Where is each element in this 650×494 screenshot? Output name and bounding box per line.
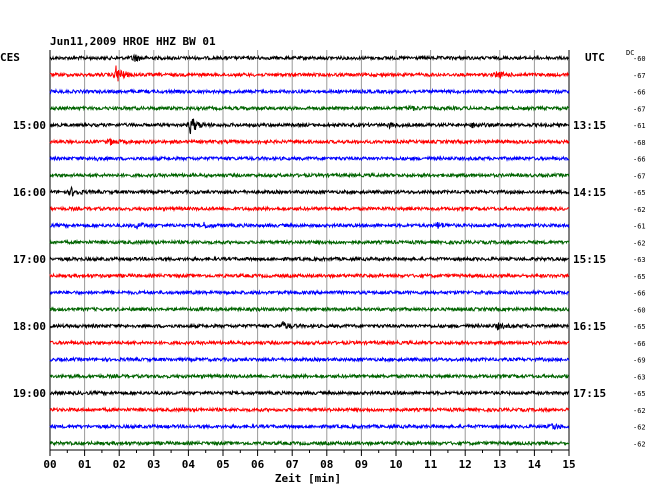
right-hour-label: 13:15 (573, 119, 606, 132)
dc-offset-16: -65 (633, 323, 646, 331)
trace-5 (49, 137, 570, 146)
x-tick-label-02: 02 (113, 458, 126, 471)
dc-offset-0: -60 (633, 55, 646, 63)
trace-22 (49, 422, 570, 430)
dc-offset-17: -66 (633, 340, 646, 348)
trace-4 (49, 118, 569, 135)
x-tick-label-14: 14 (528, 458, 542, 471)
trace-1 (49, 65, 570, 82)
x-tick-label-15: 15 (562, 458, 575, 471)
trace-10 (49, 221, 570, 230)
right-hour-label: 14:15 (573, 186, 606, 199)
dc-offset-7: -67 (633, 172, 646, 180)
x-tick-label-07: 07 (286, 458, 299, 471)
seismogram-traces (49, 53, 570, 447)
trace-18 (49, 355, 570, 363)
x-tick-label-11: 11 (424, 458, 438, 471)
trace-23 (49, 439, 570, 447)
chart-title: Jun11,2009 HROE HHZ BW 01 (50, 35, 216, 48)
trace-11 (49, 238, 570, 246)
x-tick-label-08: 08 (320, 458, 333, 471)
left-axis-title: CES (0, 51, 20, 64)
right-hour-label: 16:15 (573, 320, 606, 333)
trace-16 (50, 321, 570, 331)
x-tick-label-00: 00 (43, 458, 56, 471)
x-tick-label-03: 03 (147, 458, 160, 471)
right-axis-title: UTC (585, 51, 605, 64)
x-tick-label-05: 05 (216, 458, 229, 471)
trace-14 (49, 288, 570, 297)
trace-12 (49, 255, 570, 263)
dc-offset-4: -61 (633, 122, 646, 130)
dc-offset-19: -63 (633, 373, 646, 381)
left-hour-label: 19:00 (13, 387, 46, 400)
x-tick-label-01: 01 (78, 458, 92, 471)
trace-2 (49, 87, 570, 96)
left-hour-label: 18:00 (13, 320, 46, 333)
dc-offset-21: -62 (633, 407, 646, 415)
dc-offset-12: -63 (633, 256, 646, 264)
dc-offset-9: -62 (633, 206, 646, 214)
trace-8 (49, 185, 570, 197)
right-hour-label: 15:15 (573, 253, 606, 266)
dc-offset-20: -65 (633, 390, 646, 398)
trace-19 (49, 372, 570, 380)
dc-offset-15: -60 (633, 306, 646, 314)
dc-offset-2: -66 (633, 89, 646, 97)
trace-3 (49, 104, 570, 112)
dc-offset-10: -61 (633, 223, 646, 231)
trace-13 (49, 272, 570, 280)
dc-offset-11: -62 (633, 239, 646, 247)
left-hour-label: 15:00 (13, 119, 46, 132)
trace-7 (49, 171, 570, 179)
dc-offset-5: -68 (633, 139, 646, 147)
trace-17 (49, 339, 570, 347)
dc-offset-8: -65 (633, 189, 646, 197)
x-tick-label-13: 13 (493, 458, 506, 471)
left-hour-label: 16:00 (13, 186, 46, 199)
x-tick-label-10: 10 (389, 458, 402, 471)
dc-offset-18: -69 (633, 357, 646, 365)
right-hour-label: 17:15 (573, 387, 606, 400)
x-tick-label-12: 12 (459, 458, 472, 471)
x-tick-label-04: 04 (182, 458, 196, 471)
x-tick-label-06: 06 (251, 458, 265, 471)
trace-9 (50, 205, 570, 213)
time-gridlines (49, 50, 570, 451)
dc-offset-1: -67 (633, 72, 646, 80)
dc-header: DC (626, 49, 634, 57)
dc-offset-6: -66 (633, 156, 646, 164)
trace-0 (49, 53, 570, 62)
x-tick-label-09: 09 (355, 458, 368, 471)
trace-15 (49, 305, 570, 313)
x-axis-label: Zeit [min] (275, 472, 341, 485)
trace-6 (49, 155, 570, 162)
left-hour-label: 17:00 (13, 253, 46, 266)
trace-21 (49, 406, 570, 414)
x-axis-ticks: 00 01 02 03 04 05 06 07 08 09 10 11 12 13 14 15 (43, 450, 576, 471)
trace-20 (49, 389, 570, 397)
dc-offset-23: -62 (633, 440, 646, 448)
dc-offset-3: -67 (633, 105, 646, 113)
hour-labels: 15:00 16:00 17:00 18:00 19:00 13:15 14:15 15:15… (13, 119, 606, 400)
dc-offset-22: -62 (633, 424, 646, 432)
dc-offset-14: -66 (633, 290, 646, 298)
dc-offset-13: -65 (633, 273, 646, 281)
dc-offset-labels: -60 -67 -66 -67 -61 -68 -66 -67 -65 -62 -61 -62 -63 -… (633, 55, 646, 448)
